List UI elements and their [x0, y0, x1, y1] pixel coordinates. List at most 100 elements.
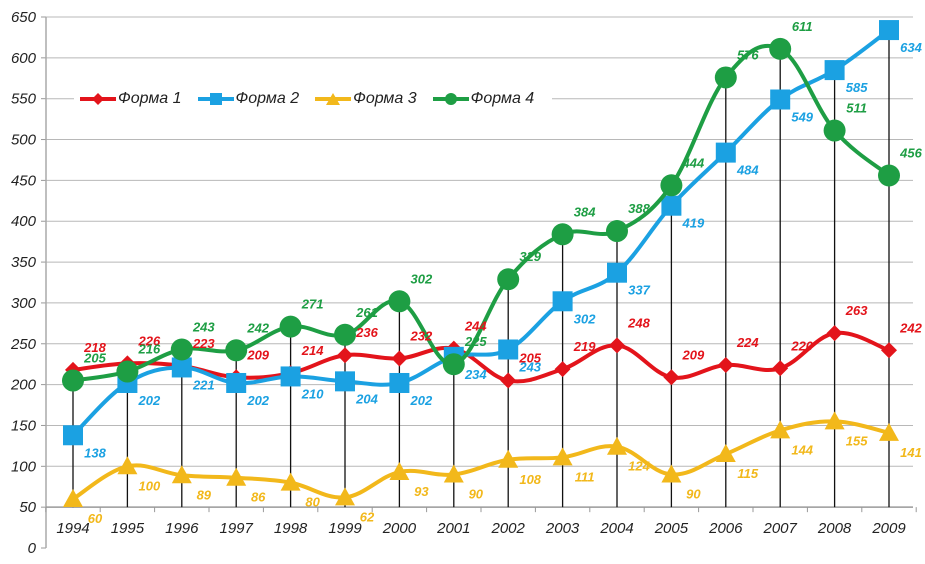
data-point	[879, 422, 899, 441]
y-tick-label: 450	[11, 172, 37, 189]
legend-label: Форма 4	[470, 90, 535, 107]
data-label: 243	[518, 359, 541, 374]
data-label: 216	[138, 342, 161, 357]
data-point	[714, 66, 737, 89]
data-point	[391, 350, 408, 367]
x-tick-label: 2003	[545, 520, 580, 537]
data-point	[335, 487, 355, 506]
data-point	[660, 174, 683, 197]
data-label: 224	[736, 335, 759, 350]
data-point	[769, 37, 792, 60]
data-point	[225, 339, 248, 362]
x-tick-label: 2008	[817, 520, 852, 537]
data-label: 484	[736, 163, 759, 178]
series-line-3	[71, 419, 890, 501]
x-tick-label: 1999	[328, 520, 362, 537]
data-point	[607, 262, 627, 283]
y-tick-label: 50	[19, 499, 36, 516]
data-point	[279, 315, 302, 338]
data-label: 611	[792, 19, 813, 34]
y-tick-label: 100	[11, 458, 37, 475]
data-label: 576	[737, 47, 759, 62]
data-point	[881, 342, 897, 359]
data-label: 205	[83, 351, 106, 366]
data-label: 202	[246, 393, 269, 408]
data-point	[442, 353, 465, 376]
data-label: 209	[246, 347, 269, 362]
x-tick-label: 1994	[56, 520, 89, 537]
data-label: 100	[139, 478, 161, 493]
data-label: 89	[197, 487, 212, 502]
data-label: 115	[737, 466, 758, 481]
data-label: 248	[627, 315, 650, 330]
data-label: 209	[682, 347, 705, 362]
data-point	[554, 361, 571, 378]
data-point	[63, 488, 83, 507]
y-tick-label: 350	[11, 254, 37, 271]
data-label: 62	[360, 509, 375, 524]
data-point	[226, 372, 247, 393]
data-label: 205	[518, 351, 541, 366]
data-label: 329	[519, 249, 541, 264]
data-point	[661, 195, 682, 216]
data-point	[498, 339, 519, 360]
data-point	[498, 449, 519, 468]
data-label: 90	[469, 486, 484, 501]
legend-item-series-3[interactable]: Форма 3	[313, 90, 417, 108]
x-tick-label: 2001	[436, 520, 470, 537]
data-point	[826, 325, 843, 342]
data-label: 111	[575, 469, 595, 484]
data-point	[389, 372, 410, 393]
data-label: 302	[411, 271, 433, 286]
data-point	[879, 20, 899, 41]
data-point	[117, 456, 138, 475]
y-tick-label: 200	[10, 377, 37, 394]
data-point	[717, 357, 734, 374]
data-point	[661, 464, 682, 483]
legend-item-series-2[interactable]: Форма 2	[196, 90, 300, 108]
data-label: 388	[628, 201, 650, 216]
data-label: 138	[84, 445, 106, 460]
data-label: 302	[574, 311, 596, 326]
data-label: 234	[464, 367, 487, 382]
data-label: 60	[88, 511, 103, 526]
x-tick-label: 2009	[871, 520, 906, 537]
data-point	[824, 60, 845, 81]
data-point	[663, 369, 680, 386]
data-point	[226, 467, 247, 486]
data-point	[715, 142, 736, 163]
y-tick-label: 150	[11, 417, 37, 434]
legend-label: Форма 2	[235, 90, 300, 107]
data-point	[878, 164, 900, 187]
data-point	[171, 465, 192, 484]
data-point	[772, 360, 789, 377]
square-marker-icon	[197, 93, 234, 105]
data-point	[62, 369, 84, 392]
data-label: 242	[899, 320, 922, 335]
legend-label: Форма 3	[353, 90, 417, 107]
data-label: 220	[790, 338, 813, 353]
data-point	[500, 372, 517, 389]
data-label: 585	[846, 80, 868, 95]
x-tick-label: 2004	[599, 520, 633, 537]
data-point	[552, 447, 573, 466]
data-point	[388, 290, 411, 313]
data-point	[715, 444, 736, 463]
x-tick-label: 2000	[382, 520, 417, 537]
gridlines	[46, 16, 913, 467]
data-point	[116, 360, 139, 383]
diamond-marker-icon	[80, 93, 116, 105]
data-point	[389, 462, 410, 481]
data-label: 242	[246, 320, 269, 335]
data-label: 155	[846, 433, 868, 448]
data-point	[823, 119, 846, 142]
data-label: 93	[414, 484, 429, 499]
data-point	[443, 464, 464, 483]
data-label: 549	[791, 110, 813, 125]
legend-item-series-4[interactable]: Форма 4	[431, 90, 535, 108]
legend-item-series-1[interactable]: Форма 1	[78, 90, 182, 108]
data-label: 108	[519, 472, 541, 487]
data-label: 218	[83, 340, 106, 355]
x-tick-label: 2002	[491, 520, 526, 537]
